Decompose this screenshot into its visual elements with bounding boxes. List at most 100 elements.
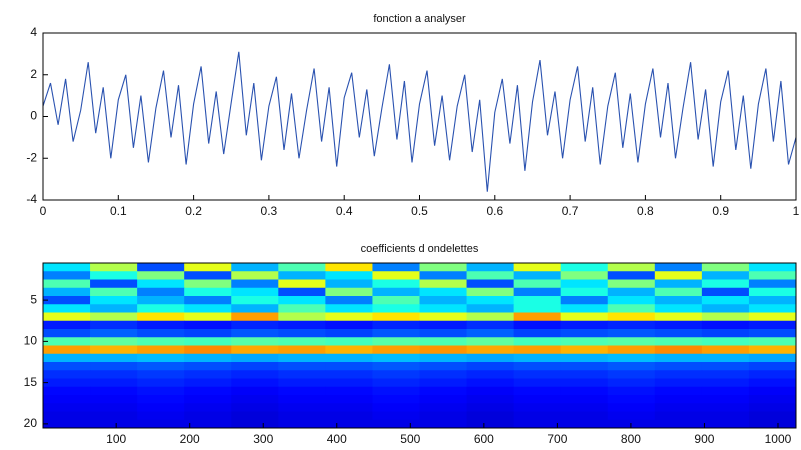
heat-cell [748,337,797,346]
heat-cell [325,320,373,330]
heat-cell [654,329,703,338]
heat-cell [419,395,468,404]
heat-cell [278,419,326,429]
heat-cell [607,345,656,355]
heat-cell [325,304,373,313]
heat-cell [701,271,750,280]
heat-cell [701,345,750,355]
heat-cell [137,312,185,322]
heat-cell [90,386,138,396]
heat-cell [137,271,185,280]
heat-cell [419,296,468,305]
heat-cell [90,353,138,363]
heat-cell [137,419,185,429]
x-tick-label: 0.7 [562,204,579,218]
heat-cell [43,419,91,429]
heat-cell [748,362,797,371]
heat-cell [748,287,797,297]
heat-cell [701,378,750,388]
heat-cell [701,353,750,363]
heat-cell [90,411,138,421]
heat-cell [654,312,703,322]
heat-cell [325,395,373,404]
heat-cell [513,395,562,404]
y-tick-label: 5 [30,292,37,306]
axes-frame [42,32,797,201]
heat-cell [466,419,515,429]
heat-cell [560,345,609,355]
heat-cell [419,263,468,272]
heat-cell [607,296,656,305]
heat-cell [513,320,562,330]
heat-cell [654,370,703,379]
heat-cell [372,362,420,371]
heat-cell [560,329,609,338]
heat-cell [231,395,279,404]
x-tick-label: 900 [694,432,714,446]
heat-cell [748,312,797,322]
heat-cell [184,329,232,338]
heat-cell [466,337,515,346]
heat-cell [43,337,91,346]
heat-cell [748,370,797,379]
heat-cell [466,362,515,371]
heat-cell [231,370,279,379]
heat-cell [278,337,326,346]
heat-cell [701,362,750,371]
heat-cell [137,386,185,396]
heat-cell [701,304,750,313]
heat-cell [278,378,326,388]
heat-cell [607,320,656,330]
heat-cell [466,353,515,363]
signal-line [42,51,797,192]
heat-cell [513,411,562,421]
heat-cell [513,419,562,429]
heat-cell [325,378,373,388]
heat-cell [513,345,562,355]
heat-cell [513,304,562,313]
heat-cell [419,312,468,322]
heat-cell [513,296,562,305]
heat-cell [419,337,468,346]
heat-cell [325,279,373,289]
heat-cell [419,287,468,297]
heat-cell [748,279,797,289]
heat-cell [419,353,468,363]
heat-cell [231,411,279,421]
heat-cell [43,296,91,305]
heat-cell [372,395,420,404]
heat-cell [654,395,703,404]
heat-cell [372,419,420,429]
heat-cell [90,419,138,429]
heat-cell [654,263,703,272]
x-tick-label: 400 [327,432,347,446]
heat-cell [466,329,515,338]
axes-frame [42,262,797,429]
heat-cell [419,320,468,330]
heat-cell [372,370,420,379]
heat-cell [372,312,420,322]
heat-cell [701,411,750,421]
heat-cell [701,386,750,396]
heat-cell [560,271,609,280]
heat-cell [513,403,562,412]
heat-cell [419,370,468,379]
heat-cell [748,403,797,412]
heat-cell [419,419,468,429]
heat-cell [513,386,562,396]
heat-cell [90,320,138,330]
heat-cell [748,378,797,388]
heat-cell [372,345,420,355]
heat-cell [231,403,279,412]
heat-cell [325,419,373,429]
heat-cell [184,271,232,280]
heat-cell [325,312,373,322]
heat-cell [748,320,797,330]
x-tick-label: 0.8 [637,204,654,218]
heat-cell [419,271,468,280]
heat-cell [137,353,185,363]
heat-cell [278,386,326,396]
y-tick-label: 15 [24,375,38,389]
heat-cell [278,403,326,412]
heat-cell [137,263,185,272]
